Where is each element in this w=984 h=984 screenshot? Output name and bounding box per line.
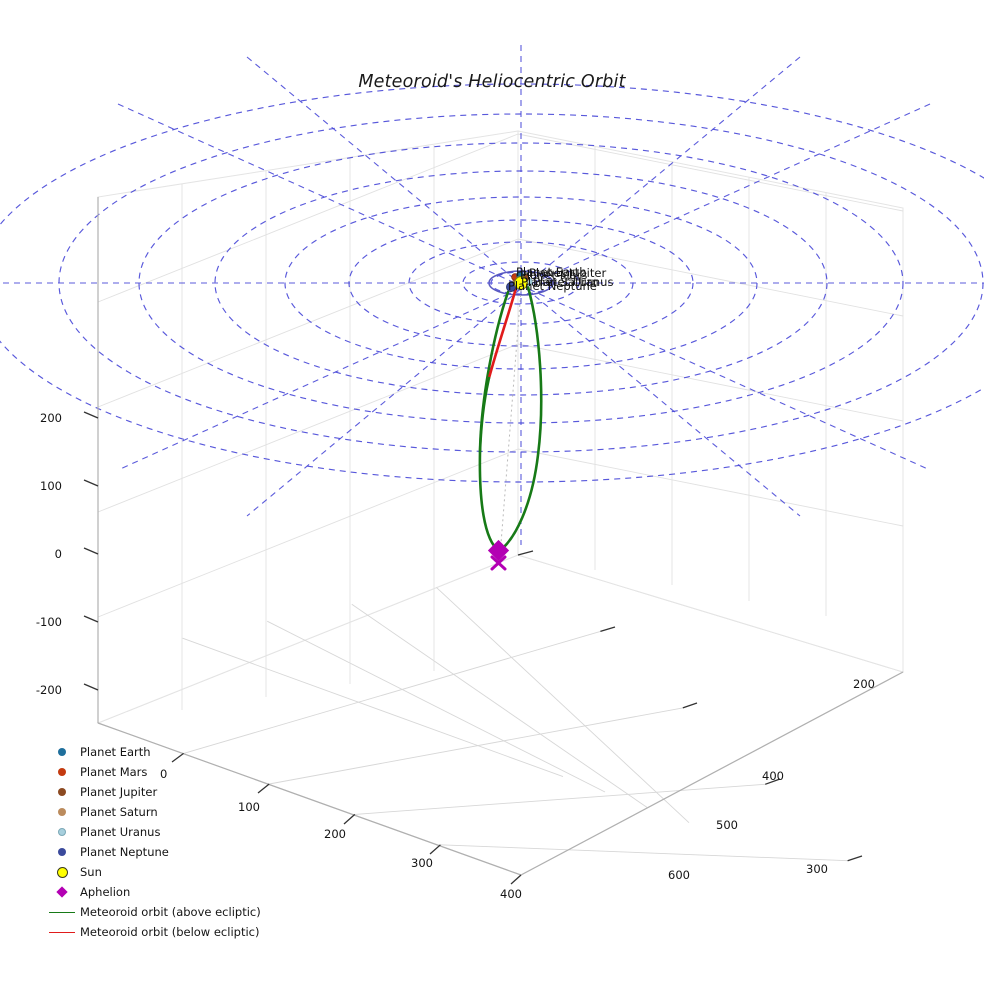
meteoroid-orbit-join [478, 376, 491, 454]
floor-grid [182, 587, 848, 862]
axes-panes [96, 130, 905, 876]
axis-spines [97, 197, 904, 876]
meteoroid-orbit-below-ecliptic [487, 286, 518, 380]
marker-aphelion [487, 539, 510, 571]
left-pane-grid [97, 133, 519, 710]
marker-sun [514, 276, 528, 290]
axis-ticks [83, 411, 863, 885]
right-pane-grid [517, 133, 904, 616]
